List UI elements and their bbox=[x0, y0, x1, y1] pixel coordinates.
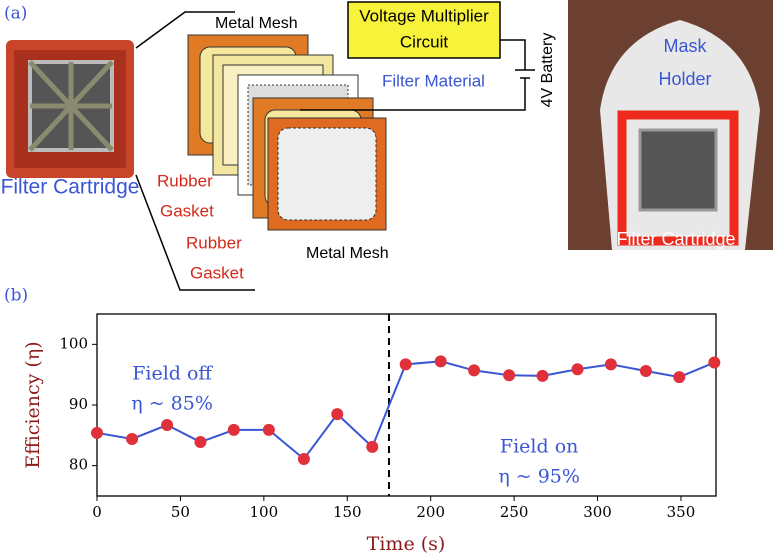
circuit-label: Circuit bbox=[400, 32, 448, 51]
data-point bbox=[571, 363, 584, 376]
label: Filter Material bbox=[382, 71, 485, 90]
circuit-box bbox=[347, 1, 501, 59]
label: Gasket bbox=[190, 263, 244, 282]
data-point bbox=[399, 358, 412, 371]
label: Mask bbox=[663, 36, 707, 56]
annotation: η ~ 85% bbox=[131, 393, 213, 415]
x-tick-label: 100 bbox=[250, 503, 279, 521]
panel-label: (a) bbox=[4, 4, 27, 24]
annotation: Field off bbox=[132, 363, 213, 385]
data-point bbox=[366, 440, 379, 453]
x-tick-label: 50 bbox=[171, 503, 190, 521]
label: Metal Mesh bbox=[306, 245, 389, 262]
x-tick-label: 350 bbox=[667, 503, 696, 521]
x-tick-label: 300 bbox=[583, 503, 612, 521]
label: Gasket bbox=[160, 201, 214, 220]
data-point bbox=[468, 364, 481, 377]
annotation: η ~ 95% bbox=[498, 465, 580, 487]
y-tick-label: 80 bbox=[69, 456, 88, 474]
x-tick-label: 150 bbox=[333, 503, 362, 521]
label: Metal Mesh bbox=[215, 15, 298, 32]
x-tick-label: 250 bbox=[500, 503, 529, 521]
label: Rubber bbox=[186, 233, 242, 252]
mask-photo bbox=[568, 0, 773, 250]
annotation: Field on bbox=[500, 435, 578, 457]
data-point bbox=[126, 432, 139, 445]
data-point bbox=[639, 365, 652, 378]
y-tick-label: 100 bbox=[59, 334, 88, 352]
y-tick-label: 90 bbox=[69, 395, 88, 413]
data-point bbox=[262, 423, 275, 436]
data-point bbox=[434, 355, 447, 368]
data-point bbox=[708, 356, 721, 369]
label: Holder bbox=[658, 69, 711, 89]
wire bbox=[300, 39, 535, 111]
caption: Filter Cartridge bbox=[1, 176, 140, 199]
y-axis-label: Efficiency (η) bbox=[22, 341, 44, 468]
data-point bbox=[673, 371, 686, 384]
data-point bbox=[297, 452, 310, 465]
layers bbox=[187, 34, 387, 231]
panel-label: (b) bbox=[4, 286, 28, 306]
caption: Filter Cartridge bbox=[616, 229, 735, 249]
circuit-label: Voltage Multiplier bbox=[359, 6, 489, 25]
data-point bbox=[331, 408, 344, 421]
data-point bbox=[503, 369, 516, 382]
x-tick-label: 200 bbox=[416, 503, 445, 521]
data-point bbox=[194, 436, 207, 449]
data-point bbox=[91, 426, 103, 439]
connector bbox=[135, 11, 255, 291]
data-point bbox=[227, 423, 240, 436]
label: 4V Battery bbox=[539, 33, 556, 108]
label: Rubber bbox=[157, 171, 213, 190]
data-point bbox=[536, 369, 549, 382]
data-point bbox=[604, 358, 617, 371]
x-tick-label: 0 bbox=[92, 503, 102, 521]
x-axis-label: Time (s) bbox=[367, 533, 446, 555]
cartridge-photo bbox=[6, 40, 134, 178]
data-point bbox=[161, 419, 174, 432]
